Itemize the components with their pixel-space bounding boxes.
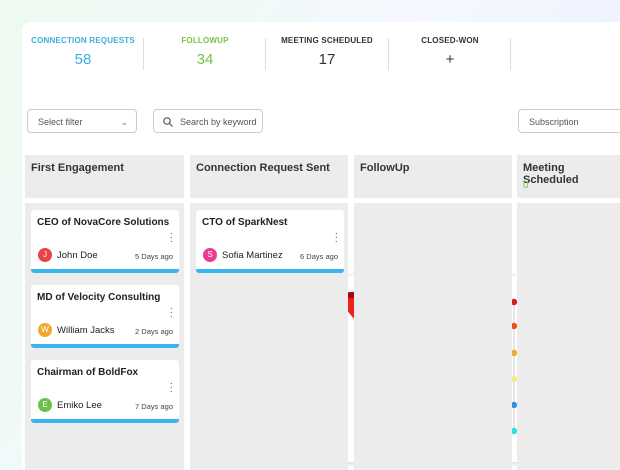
column-title: Meeting Scheduled	[523, 162, 579, 186]
card-menu[interactable]: · · ·	[334, 228, 338, 247]
filter-text: Select filter	[38, 117, 83, 127]
contact-name: Sofia Martinez	[222, 250, 283, 261]
column-title: Connection Request Sent	[196, 162, 330, 174]
stat-value: 17	[318, 51, 336, 68]
card-time: 2 Days ago	[135, 327, 173, 336]
card-title: CEO of NovaCore Solutions	[37, 217, 170, 228]
column-header	[25, 155, 184, 198]
stat-label: FOLLOWUP	[181, 36, 229, 45]
subscription-text: Subscription	[529, 117, 579, 127]
card[interactable]: CTO of SparkNest · · · S Sofia Martinez 6 Days…	[196, 210, 344, 273]
divider	[143, 38, 144, 70]
legend-dot	[510, 401, 518, 409]
avatar: E	[38, 398, 52, 412]
contact-name: Emiko Lee	[57, 400, 102, 411]
divider	[388, 38, 389, 70]
legend-dot	[510, 427, 518, 435]
legend-dot	[510, 298, 518, 306]
card-menu[interactable]: · · ·	[169, 378, 173, 397]
avatar: W	[38, 323, 52, 337]
column-count: 0	[523, 180, 529, 191]
column-title: First Engagement	[31, 162, 124, 174]
card[interactable]: Chairman of BoldFox · · · E Emiko Lee 7 Days a…	[31, 360, 179, 423]
card-menu[interactable]: · · ·	[169, 228, 173, 247]
stat-label: CLOSED-WON	[421, 36, 479, 45]
card-time: 6 Days ago	[300, 252, 338, 261]
chevron: ⌄	[120, 117, 128, 127]
search-box[interactable]: Search by keyword	[153, 109, 263, 133]
stat-value: +	[445, 51, 455, 68]
stat-value: 34	[196, 51, 214, 68]
column-header	[354, 155, 512, 198]
card[interactable]: CEO of NovaCore Solutions · · · J John Doe 5 D…	[31, 210, 179, 273]
card-title: CTO of SparkNest	[202, 217, 288, 228]
column-body	[354, 203, 512, 470]
stat: CONNECTION REQUESTS 58	[22, 36, 144, 68]
stat-value: 58	[74, 51, 92, 68]
stat: FOLLOWUP 34	[144, 36, 266, 68]
column-header	[190, 155, 348, 198]
legend-dot	[510, 349, 518, 357]
column-header	[517, 155, 620, 198]
contact-name: John Doe	[57, 250, 98, 261]
card-time: 7 Days ago	[135, 402, 173, 411]
filter-select[interactable]: Select filter ⌄	[27, 109, 137, 133]
avatar: S	[203, 248, 217, 262]
card-title: MD of Velocity Consulting	[37, 292, 161, 303]
legend-dot	[510, 322, 518, 330]
card-time: 5 Days ago	[135, 252, 173, 261]
card-title: Chairman of BoldFox	[37, 367, 139, 378]
divider	[265, 38, 266, 70]
column-title: FollowUp	[360, 162, 410, 174]
avatar: J	[38, 248, 52, 262]
search-icon	[163, 117, 173, 127]
card[interactable]: MD of Velocity Consulting · · · W William Jac…	[31, 285, 179, 348]
subscription-select[interactable]: Subscription	[518, 109, 620, 133]
contact-name: William Jacks	[57, 325, 115, 336]
divider	[510, 38, 511, 70]
column-body	[517, 203, 620, 470]
stat: MEETING SCHEDULED 17	[266, 36, 388, 68]
legend-dot	[510, 375, 518, 383]
search-placeholder: Search by keyword	[180, 117, 257, 127]
stat-label: MEETING SCHEDULED	[281, 36, 373, 45]
stat-label: CONNECTION REQUESTS	[31, 36, 135, 45]
card-menu[interactable]: · · ·	[169, 303, 173, 322]
stat[interactable]: CLOSED-WON +	[389, 36, 511, 68]
